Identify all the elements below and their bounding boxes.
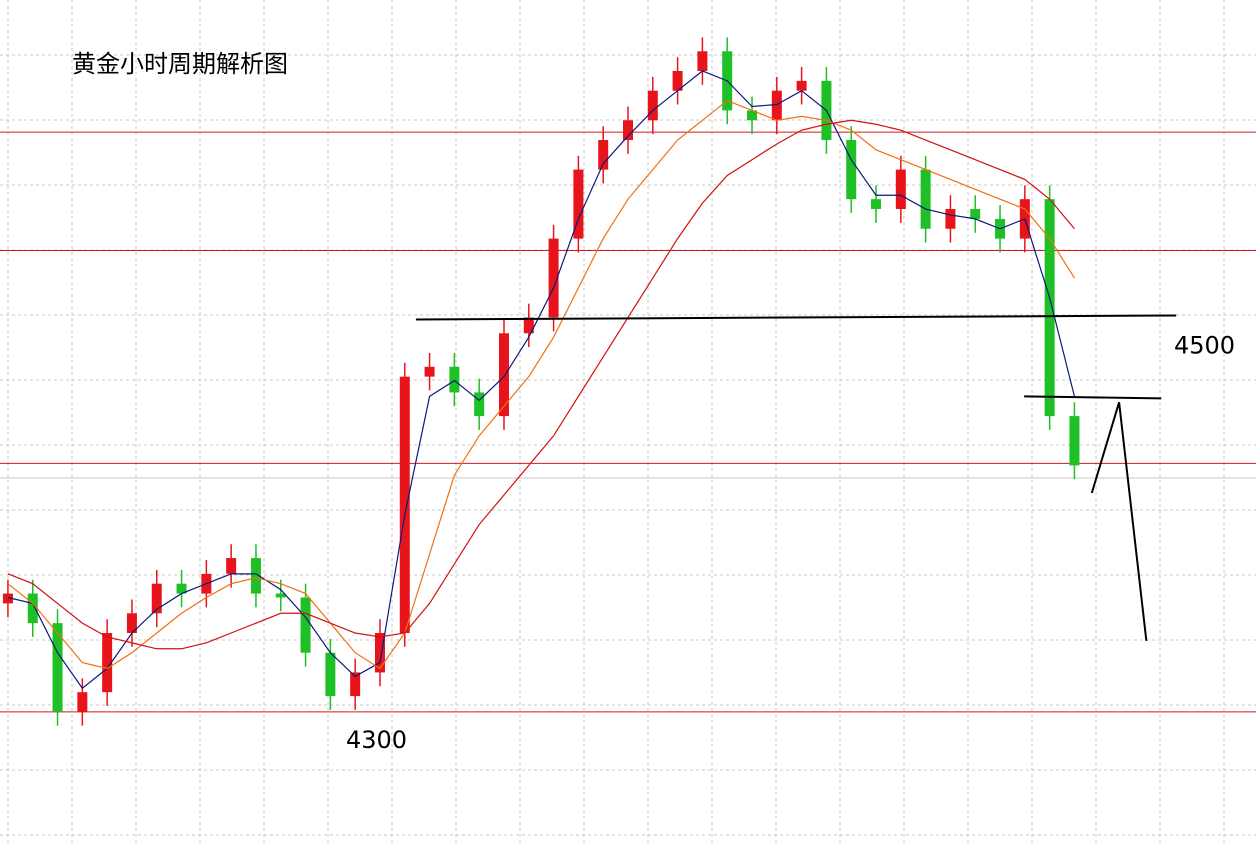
candle-body: [126, 613, 137, 633]
candle-body: [573, 169, 584, 239]
candle-body: [647, 90, 658, 121]
candle-body: [747, 110, 758, 121]
candle-body: [1044, 199, 1055, 417]
chart-title: 黄金小时周期解析图: [72, 50, 288, 78]
moving-average-line: [7, 70, 1076, 690]
candle-body: [895, 169, 906, 210]
candle-body: [598, 140, 609, 170]
candle-body: [672, 70, 683, 91]
candle-body: [846, 140, 857, 200]
candle-body: [623, 120, 633, 141]
candle-body: [771, 90, 782, 121]
candle-body: [697, 51, 708, 71]
candle-body: [424, 366, 435, 377]
candle-body: [796, 80, 807, 91]
candle-body: [449, 366, 460, 393]
candle-body: [350, 672, 361, 697]
candle-body: [474, 392, 485, 417]
candle-body: [871, 199, 882, 210]
candle-body: [374, 633, 385, 673]
candle-body: [275, 593, 286, 598]
candle-body: [523, 317, 534, 334]
candle-body: [27, 593, 38, 624]
price-label: 4300: [346, 726, 407, 754]
candle-body: [2, 593, 13, 604]
candle-body: [176, 583, 187, 594]
moving-average-line: [7, 99, 1075, 670]
candle-body: [970, 209, 981, 219]
trend-line: [415, 314, 1177, 321]
moving-average-line: [7, 119, 1075, 650]
candle-body: [945, 209, 956, 229]
candle-body: [548, 238, 559, 318]
trend-line: [1090, 401, 1148, 642]
candle-body: [399, 376, 410, 633]
candle-body: [498, 333, 509, 417]
candle-body: [226, 558, 237, 574]
candle-body: [1069, 416, 1080, 466]
candle-body: [920, 169, 931, 229]
candle-body: [151, 583, 162, 614]
price-label: 4500: [1174, 331, 1235, 359]
candle-body: [52, 623, 63, 712]
candle-body: [250, 558, 261, 594]
trend-line: [1024, 395, 1162, 400]
candle-body: [325, 652, 336, 697]
candle-body: [300, 597, 311, 653]
candle-body: [102, 633, 113, 693]
candle-body: [77, 692, 88, 712]
